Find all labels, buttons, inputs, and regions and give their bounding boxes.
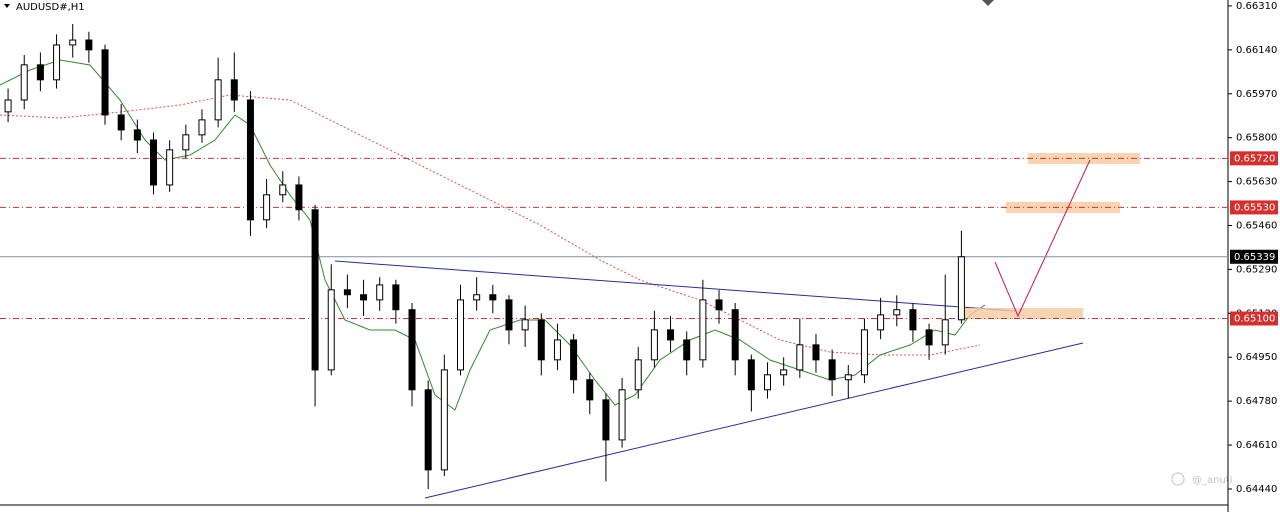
candle-body bbox=[327, 289, 335, 371]
candle-body bbox=[408, 309, 416, 391]
candle-body bbox=[473, 294, 481, 301]
candle-body bbox=[667, 329, 675, 341]
shift-marker bbox=[982, 0, 994, 6]
candle-body bbox=[311, 209, 319, 371]
candle-body bbox=[101, 49, 109, 116]
candle-body bbox=[586, 379, 594, 401]
candle-body bbox=[715, 299, 723, 311]
lower-trendline bbox=[424, 342, 1084, 499]
watermark-text: @_anuti bbox=[1192, 475, 1233, 486]
candle-body bbox=[893, 309, 901, 316]
candle-body bbox=[909, 309, 917, 331]
candle-body bbox=[279, 184, 287, 196]
candle-body bbox=[860, 329, 868, 376]
candle-body bbox=[602, 399, 610, 441]
candle-body bbox=[53, 44, 61, 81]
candle-body bbox=[505, 299, 513, 331]
y-tick-label: 0.64440 bbox=[1236, 484, 1277, 495]
candle-body bbox=[877, 314, 885, 331]
candle-body bbox=[844, 374, 852, 381]
candle-body bbox=[683, 339, 691, 361]
candle-body bbox=[376, 284, 384, 301]
candle-body bbox=[263, 194, 271, 221]
candle-body bbox=[150, 139, 157, 186]
watermark-logo bbox=[1171, 472, 1185, 486]
y-tick-label: 0.64950 bbox=[1236, 352, 1277, 363]
price-level-label: 0.65100 bbox=[1234, 313, 1275, 324]
current-price-label: 0.65339 bbox=[1234, 252, 1275, 263]
candle-body bbox=[941, 319, 949, 346]
candle-body bbox=[731, 309, 739, 361]
candle-body bbox=[424, 389, 432, 471]
candle-body bbox=[360, 294, 368, 301]
candle-body bbox=[650, 329, 658, 361]
candle-body bbox=[957, 256, 965, 321]
candle-body bbox=[747, 359, 755, 391]
price-level-label: 0.65530 bbox=[1234, 202, 1275, 213]
candle-body bbox=[20, 64, 28, 101]
target-zone bbox=[1006, 202, 1120, 213]
slow-moving-average bbox=[0, 94, 981, 356]
candle-body bbox=[553, 339, 561, 361]
candle-body bbox=[780, 369, 788, 376]
candle-body bbox=[198, 119, 206, 136]
price-level-label-box bbox=[1230, 151, 1278, 166]
price-level-label: 0.65720 bbox=[1234, 153, 1275, 164]
candle-body bbox=[440, 369, 448, 471]
y-tick-label: 0.65290 bbox=[1236, 264, 1277, 275]
candle-body bbox=[69, 39, 77, 46]
price-level-label-box bbox=[1230, 311, 1278, 326]
candle-body bbox=[36, 64, 44, 81]
candle-body bbox=[4, 99, 12, 113]
candle-body bbox=[634, 359, 642, 391]
watermark: @_anuti bbox=[1171, 472, 1233, 486]
y-tick-label: 0.65970 bbox=[1236, 89, 1277, 100]
candle-body bbox=[570, 339, 578, 381]
candle-body bbox=[85, 39, 93, 51]
candle-body bbox=[214, 79, 222, 121]
candle-body bbox=[246, 99, 254, 221]
candle-body bbox=[117, 114, 125, 131]
candle-body bbox=[699, 299, 707, 361]
price-level-label-box bbox=[1230, 200, 1278, 215]
candle-body bbox=[489, 294, 497, 301]
retest-zone bbox=[965, 308, 1083, 319]
upper-trendline bbox=[334, 260, 1016, 312]
menu-arrow bbox=[4, 4, 10, 8]
candle-body bbox=[521, 319, 529, 331]
current-price-label-box bbox=[1230, 249, 1278, 264]
candle-body bbox=[618, 389, 626, 441]
y-tick-label: 0.65800 bbox=[1236, 133, 1277, 144]
y-tick-label: 0.64780 bbox=[1236, 396, 1277, 407]
chart-title: AUDUSD#,H1 bbox=[16, 2, 85, 13]
projection-arrow bbox=[994, 159, 1091, 318]
candle-body bbox=[812, 344, 820, 361]
candle-body bbox=[537, 319, 545, 361]
y-tick-label: 0.65460 bbox=[1236, 221, 1277, 232]
candle-body bbox=[182, 134, 190, 151]
candle-body bbox=[796, 344, 804, 371]
y-tick-label: 0.66140 bbox=[1236, 45, 1277, 56]
candle-body bbox=[392, 284, 400, 311]
candle-body bbox=[925, 329, 933, 346]
candle-body bbox=[230, 79, 238, 101]
candle-body bbox=[133, 129, 141, 141]
y-tick-label: 0.65630 bbox=[1236, 177, 1277, 188]
y-tick-label: 0.64610 bbox=[1236, 440, 1277, 451]
candle-body bbox=[764, 374, 771, 391]
candle-body bbox=[166, 149, 174, 186]
candle-body bbox=[295, 184, 303, 211]
y-tick-label: 0.66310 bbox=[1236, 1, 1277, 12]
candle-body bbox=[457, 299, 464, 371]
candle-body bbox=[343, 289, 351, 296]
candle-body bbox=[828, 359, 836, 381]
